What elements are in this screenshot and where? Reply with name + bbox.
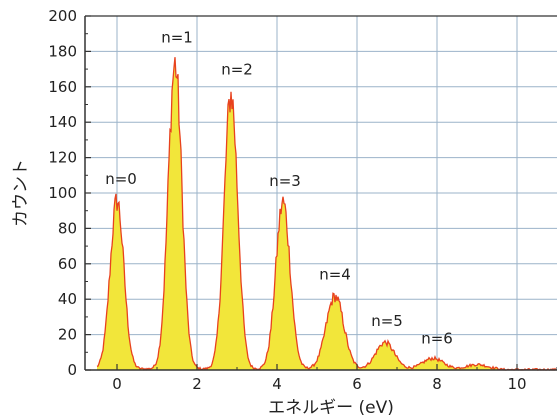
x-tick-label: 4 [272,375,282,393]
x-tick-label: 6 [352,375,362,393]
peak-label: n=6 [421,329,453,347]
spectrum-line [96,57,557,372]
x-tick-label: 10 [507,375,526,393]
y-tick-label: 100 [48,184,77,202]
spectrum-area [96,57,557,372]
y-tick-label: 80 [58,219,77,237]
y-tick-label: 120 [48,149,77,167]
peak-label: n=1 [161,29,193,47]
y-tick-label: 60 [58,255,77,273]
x-tick-label: 0 [112,375,122,393]
y-tick-label: 180 [48,42,77,60]
peak-label: n=3 [269,172,301,190]
y-tick-label: 0 [67,361,77,379]
y-tick-label: 20 [58,326,77,344]
peak-label: n=2 [221,60,253,78]
x-axis-ticks: 0 2 4 6 8 10 [112,364,557,393]
y-tick-label: 160 [48,78,77,96]
y-tick-label: 40 [58,290,77,308]
y-axis-label: カウント [11,159,31,227]
peak-label: n=0 [105,170,137,188]
x-axis-label: エネルギー (eV) [268,398,394,418]
x-tick-label: 2 [192,375,202,393]
y-tick-label: 140 [48,113,77,131]
y-axis-ticks: 0 20 40 60 80 100 120 140 160 180 200 [48,7,91,379]
grid-lines [85,15,557,371]
x-tick-label: 8 [432,375,442,393]
peak-label: n=5 [371,312,403,330]
y-tick-label: 200 [48,7,77,25]
peak-labels: n=0 n=1 n=2 n=3 n=4 n=5 n=6 [105,29,453,348]
peak-label: n=4 [319,266,351,284]
